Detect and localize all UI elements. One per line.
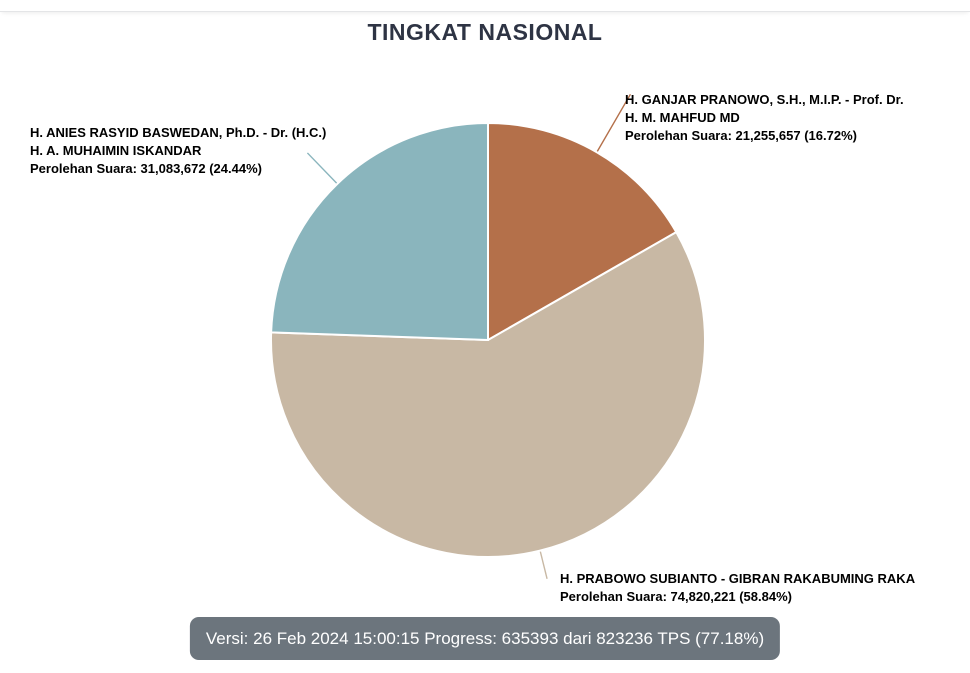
pie-slice-anies-muhaimin[interactable] (270, 121, 489, 342)
slice-label-prabowo-gibran: H. PRABOWO SUBIANTO - GIBRAN RAKABUMING … (560, 570, 970, 606)
candidate-votes: Perolehan Suara: 31,083,672 (24.44%) (30, 161, 262, 176)
candidate-votes: Perolehan Suara: 74,820,221 (58.84%) (560, 589, 792, 604)
candidate-name: H. ANIES RASYID BASWEDAN, Ph.D. - Dr. (H… (30, 125, 327, 158)
page-title: TINGKAT NASIONAL (367, 19, 603, 45)
status-bar: Versi: 26 Feb 2024 15:00:15 Progress: 63… (189, 617, 781, 660)
pie-slice-ganjar-mahfud[interactable] (487, 121, 678, 342)
leader-line-prabowo-gibran (539, 551, 548, 579)
slice-label-ganjar-mahfud: H. GANJAR PRANOWO, S.H., M.I.P. - Prof. … (625, 91, 917, 145)
pie-chart[interactable] (0, 0, 970, 620)
header-divider (0, 0, 970, 12)
slice-label-anies-muhaimin: H. ANIES RASYID BASWEDAN, Ph.D. - Dr. (H… (30, 124, 330, 178)
candidate-name: H. PRABOWO SUBIANTO - GIBRAN RAKABUMING … (560, 571, 916, 586)
pie-slice-prabowo-gibran[interactable] (270, 230, 706, 558)
candidate-votes: Perolehan Suara: 21,255,657 (16.72%) (625, 128, 857, 143)
leader-line-ganjar-mahfud (596, 93, 632, 152)
leader-line-anies-muhaimin (306, 152, 338, 184)
candidate-name: H. GANJAR PRANOWO, S.H., M.I.P. - Prof. … (625, 92, 904, 125)
